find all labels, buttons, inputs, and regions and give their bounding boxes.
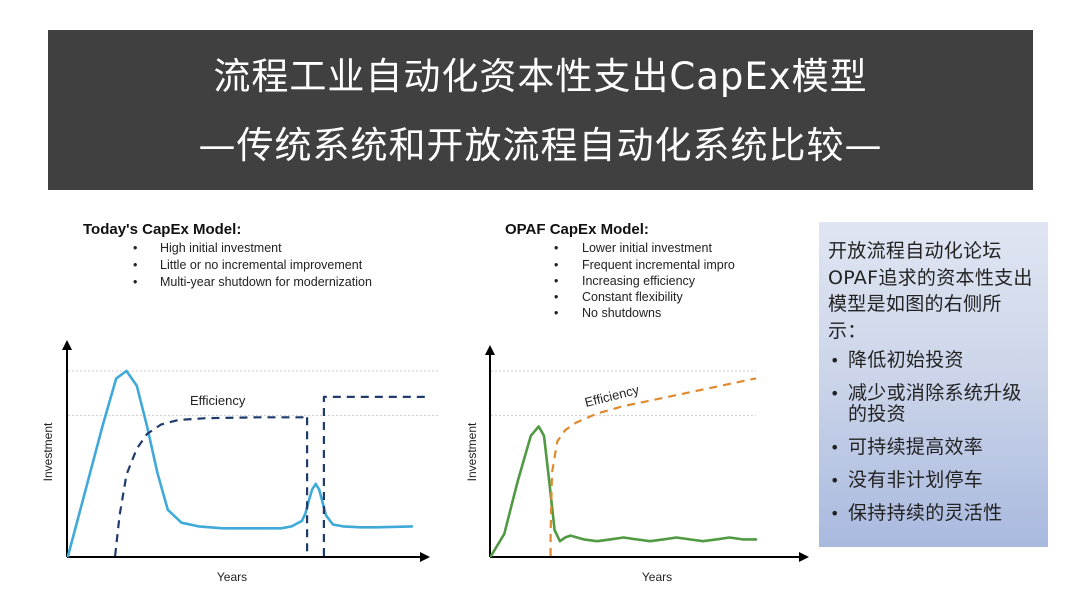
- bullet-item: High initial investment: [160, 241, 282, 255]
- bullet-marker: •: [554, 306, 558, 320]
- bullet-item: Frequent incremental impro: [582, 258, 735, 272]
- efficiency-line: [114, 416, 308, 557]
- bullet-item: No shutdowns: [582, 306, 661, 320]
- bullet-item: Little or no incremental improvement: [160, 258, 363, 272]
- efficiency-label: Efficiency: [190, 393, 246, 408]
- bullet-item: Multi-year shutdown for modernization: [160, 275, 372, 289]
- series-group: [489, 377, 758, 558]
- opaf-capex-chart: OPAF CapEx Model: • Lower initial invest…: [465, 221, 809, 584]
- investment-line: [66, 369, 414, 558]
- bullet-marker: •: [554, 274, 558, 288]
- summary-item-text: 可持续提高效率: [848, 436, 984, 458]
- efficiency-line: [549, 377, 757, 556]
- bullet-dot: •: [830, 384, 840, 403]
- summary-item-text: 降低初始投资: [848, 349, 964, 371]
- bullet-item: Lower initial investment: [582, 241, 712, 255]
- summary-item: • 保持持续的灵活性: [828, 503, 1038, 524]
- summary-item: • 降低初始投资: [828, 350, 1038, 371]
- summary-item: • 可持续提高效率: [828, 437, 1038, 458]
- title-banner: 流程工业自动化资本性支出CapEx模型 —传统系统和开放流程自动化系统比较—: [48, 30, 1033, 190]
- summary-item: • 减少或消除系统升级的投资: [828, 383, 1038, 425]
- x-axis-label: Years: [217, 570, 247, 584]
- bullet-list: • Lower initial investment • Frequent in…: [554, 241, 735, 320]
- summary-list: • 降低初始投资 • 减少或消除系统升级的投资 • 可持续提高效率 • 没有非计划停车 …: [828, 350, 1038, 524]
- series-group: [66, 369, 426, 558]
- bullet-marker: •: [133, 275, 137, 289]
- summary-box: 开放流程自动化论坛OPAF追求的资本性支出模型是如图的右侧所示： • 降低初始投资…: [819, 222, 1048, 547]
- bullet-dot: •: [830, 351, 840, 370]
- bullet-item: Increasing efficiency: [582, 274, 696, 288]
- bullet-marker: •: [554, 290, 558, 304]
- guide-lines: [68, 370, 440, 416]
- bullet-dot: •: [830, 504, 840, 523]
- bullet-marker: •: [554, 241, 558, 255]
- investment-line: [489, 425, 758, 558]
- charts-area: Today's CapEx Model: • High initial inve…: [41, 221, 809, 584]
- chart-title: OPAF CapEx Model:: [505, 221, 649, 238]
- efficiency-line: [322, 395, 426, 556]
- summary-intro: 开放流程自动化论坛OPAF追求的资本性支出模型是如图的右侧所示：: [828, 240, 1033, 342]
- page-subtitle: —传统系统和开放流程自动化系统比较—: [198, 124, 883, 167]
- bullet-item: Constant flexibility: [582, 290, 683, 304]
- summary-item-text: 保持持续的灵活性: [848, 502, 1003, 524]
- bullet-marker: •: [133, 241, 137, 255]
- guide-lines: [491, 370, 756, 416]
- x-axis-label: Years: [642, 570, 672, 584]
- bullet-dot: •: [830, 471, 840, 490]
- today-capex-chart: Today's CapEx Model: • High initial inve…: [41, 221, 440, 584]
- bullet-list: • High initial investment • Little or no…: [133, 241, 372, 289]
- efficiency-label: Efficiency: [583, 382, 641, 410]
- y-axis-label: Investment: [41, 422, 55, 481]
- summary-item: • 没有非计划停车: [828, 470, 1038, 491]
- summary-item-text: 减少或消除系统升级的投资: [848, 382, 1022, 425]
- bullet-marker: •: [554, 258, 558, 272]
- bullet-marker: •: [133, 258, 137, 272]
- chart-title: Today's CapEx Model:: [83, 221, 241, 238]
- summary-item-text: 没有非计划停车: [848, 469, 984, 491]
- page-title: 流程工业自动化资本性支出CapEx模型: [213, 55, 868, 98]
- y-axis-label: Investment: [465, 422, 479, 481]
- bullet-dot: •: [830, 438, 840, 457]
